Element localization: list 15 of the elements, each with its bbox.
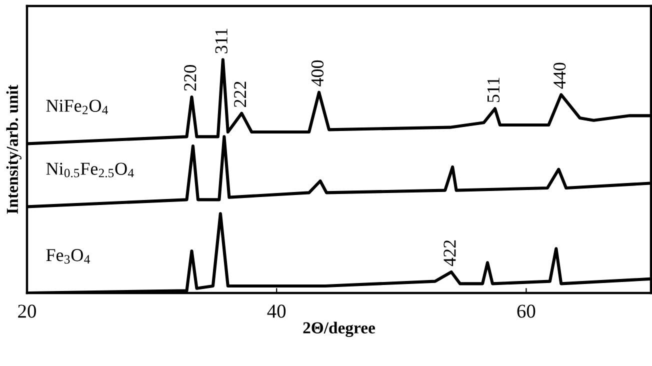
- annotation: 400: [311, 60, 324, 86]
- annotation: 422: [444, 240, 456, 266]
- y-axis-title: Intensity/arb. unit: [6, 84, 22, 214]
- annotation: 440: [553, 62, 566, 89]
- annotation: 311: [215, 28, 228, 54]
- annotation: 220: [184, 65, 196, 91]
- x-tick-label: 20: [18, 304, 36, 318]
- series-label: Fe$_{3}$O$_{4}$: [46, 249, 90, 264]
- annotation: 511: [487, 78, 500, 102]
- series-label: Ni$_{0.5}$Fe$_{2.5}$O$_{4}$: [46, 162, 134, 178]
- x-tick-label: 40: [267, 304, 286, 318]
- annotation: 222: [234, 82, 246, 107]
- series-label: NiFe$_{2}$O$_{4}$: [46, 100, 108, 114]
- x-axis-title: 2Θ/degree: [303, 322, 375, 337]
- x-tick-label: 60: [517, 304, 536, 318]
